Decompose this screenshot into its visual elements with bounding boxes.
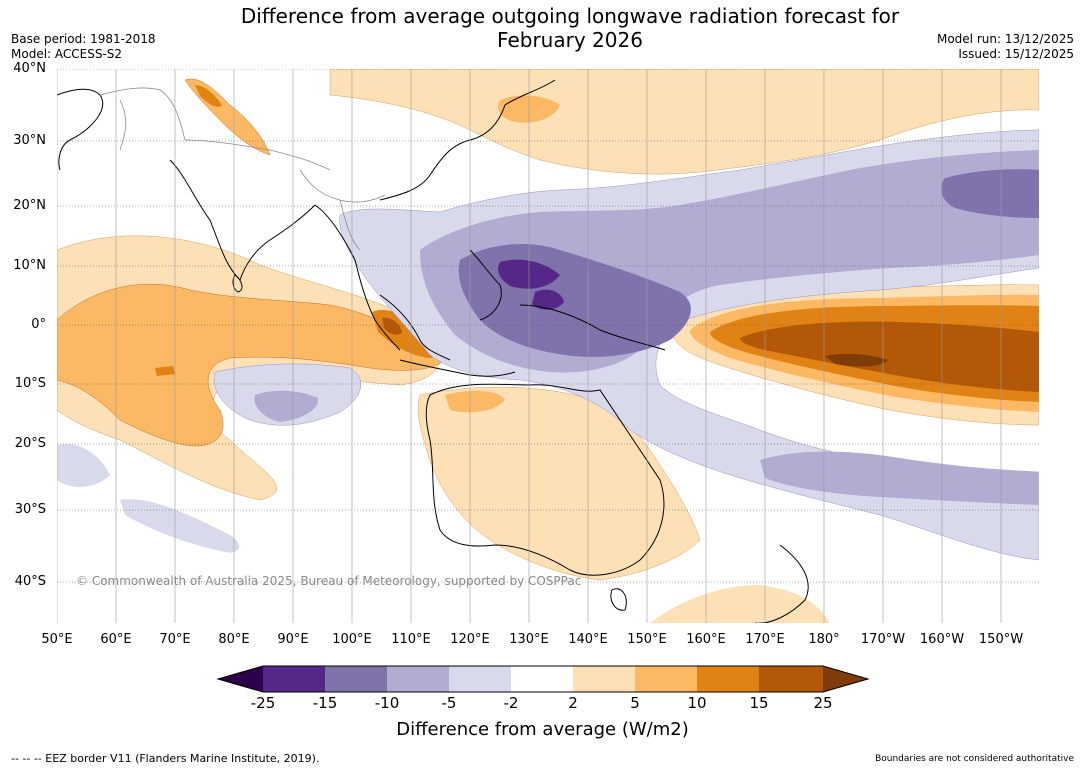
- colorbar-tick: -15: [312, 694, 338, 712]
- lat-label: 10°N: [13, 258, 46, 273]
- anomaly-indian-ocean-neg-5: [254, 390, 319, 422]
- lat-label: 10°S: [14, 376, 46, 391]
- lat-label: 40°N: [13, 61, 46, 76]
- model-name: Model: ACCESS-S2: [11, 47, 123, 61]
- colorbar-bin-1: [263, 666, 325, 692]
- lon-label: 170°E: [745, 632, 785, 647]
- issued-date: Issued: 15/12/2025: [958, 47, 1074, 61]
- colorbar: [216, 665, 870, 693]
- colorbar-tick: 25: [813, 694, 833, 712]
- lon-label: 160°W: [919, 632, 965, 647]
- colorbar-extend-low: [218, 666, 263, 692]
- lat-label: 30°S: [14, 502, 46, 517]
- colorbar-bin-6: [573, 666, 635, 692]
- lon-label: 60°E: [100, 632, 132, 647]
- lon-label: 150°W: [978, 632, 1024, 647]
- lon-label: 160°E: [686, 632, 726, 647]
- colorbar-tick: -5: [441, 694, 457, 712]
- lat-label: 20°N: [13, 198, 46, 213]
- colorbar-label: Difference from average (W/m2): [396, 719, 689, 740]
- anomaly-new-zealand: [650, 585, 830, 623]
- colorbar-bin-2: [325, 666, 387, 692]
- colorbar-tick: -2: [503, 694, 519, 712]
- boundaries-disclaimer: Boundaries are not considered authoritat…: [875, 754, 1074, 764]
- anomaly-south-pacific-10: [760, 451, 1039, 505]
- lon-label: 140°E: [568, 632, 608, 647]
- copyright-notice: © Commonwealth of Australia 2025, Bureau…: [76, 574, 582, 588]
- lon-label: 180°: [808, 632, 840, 647]
- anomaly-small-patch: [155, 366, 175, 376]
- anomaly-central-pacific-core: [825, 353, 888, 367]
- colorbar-outline: [216, 665, 870, 693]
- colorbar-tick: 2: [568, 694, 578, 712]
- lat-label: 20°S: [14, 436, 46, 451]
- colorbar-tick: -10: [374, 694, 400, 712]
- anomaly-maritime-continent-core: [382, 317, 402, 335]
- colorbar-bin-5: [511, 666, 573, 692]
- meta-left: Base period: 1981-2018 Model: ACCESS-S2: [11, 32, 156, 62]
- lon-label: 120°E: [450, 632, 490, 647]
- lon-label: 80°E: [218, 632, 250, 647]
- colorbar-bin-9: [759, 666, 823, 692]
- anomaly-south-indian-ocean: [57, 444, 110, 487]
- lon-label: 50°E: [41, 632, 73, 647]
- map-panel: [57, 69, 1039, 623]
- lon-label: 100°E: [332, 632, 372, 647]
- colorbar-bin-7: [635, 666, 697, 692]
- lon-label: 70°E: [159, 632, 191, 647]
- country-borders: [99, 87, 386, 251]
- title-line-2: February 2026: [497, 28, 643, 52]
- anomaly-australia: [417, 386, 701, 581]
- colorbar-tick: 15: [749, 694, 769, 712]
- eez-legend-note: -- -- -- EEZ border V11 (Flanders Marine…: [11, 752, 320, 765]
- map-title: Difference from average outgoing longwav…: [0, 4, 1085, 52]
- lon-label: 150°E: [627, 632, 667, 647]
- lon-label: 130°E: [509, 632, 549, 647]
- colorbar-tick: 10: [687, 694, 707, 712]
- colorbar-tick: 5: [630, 694, 640, 712]
- lon-label: 110°E: [391, 632, 431, 647]
- model-run: Model run: 13/12/2025: [936, 32, 1074, 46]
- anomaly-western-pacific-15b: [532, 289, 564, 310]
- anomaly-north-pacific: [329, 69, 1039, 175]
- anomaly-central-pacific-15: [740, 321, 1039, 392]
- lon-label: 170°W: [860, 632, 906, 647]
- meridians: [57, 69, 1002, 623]
- anomaly-indian-ocean-5: [57, 283, 446, 447]
- base-period: Base period: 1981-2018: [11, 32, 156, 46]
- anomaly-southwest-indian-ocean: [120, 499, 240, 553]
- anomaly-himalaya-core: [195, 85, 222, 107]
- title-line-1: Difference from average outgoing longwav…: [240, 4, 900, 28]
- anomaly-australia-5: [445, 390, 505, 413]
- colorbar-tick: -25: [250, 694, 276, 712]
- lat-label: 40°S: [14, 574, 46, 589]
- meta-right: Model run: 13/12/2025 Issued: 15/12/2025: [937, 32, 1074, 62]
- lat-label: 0°: [31, 317, 46, 332]
- lon-label: 90°E: [277, 632, 309, 647]
- colorbar-bin-3: [387, 666, 449, 692]
- colorbar-bin-4: [449, 666, 511, 692]
- colorbar-extend-high: [823, 666, 868, 692]
- lat-label: 30°N: [13, 133, 46, 148]
- colorbar-bin-8: [697, 666, 759, 692]
